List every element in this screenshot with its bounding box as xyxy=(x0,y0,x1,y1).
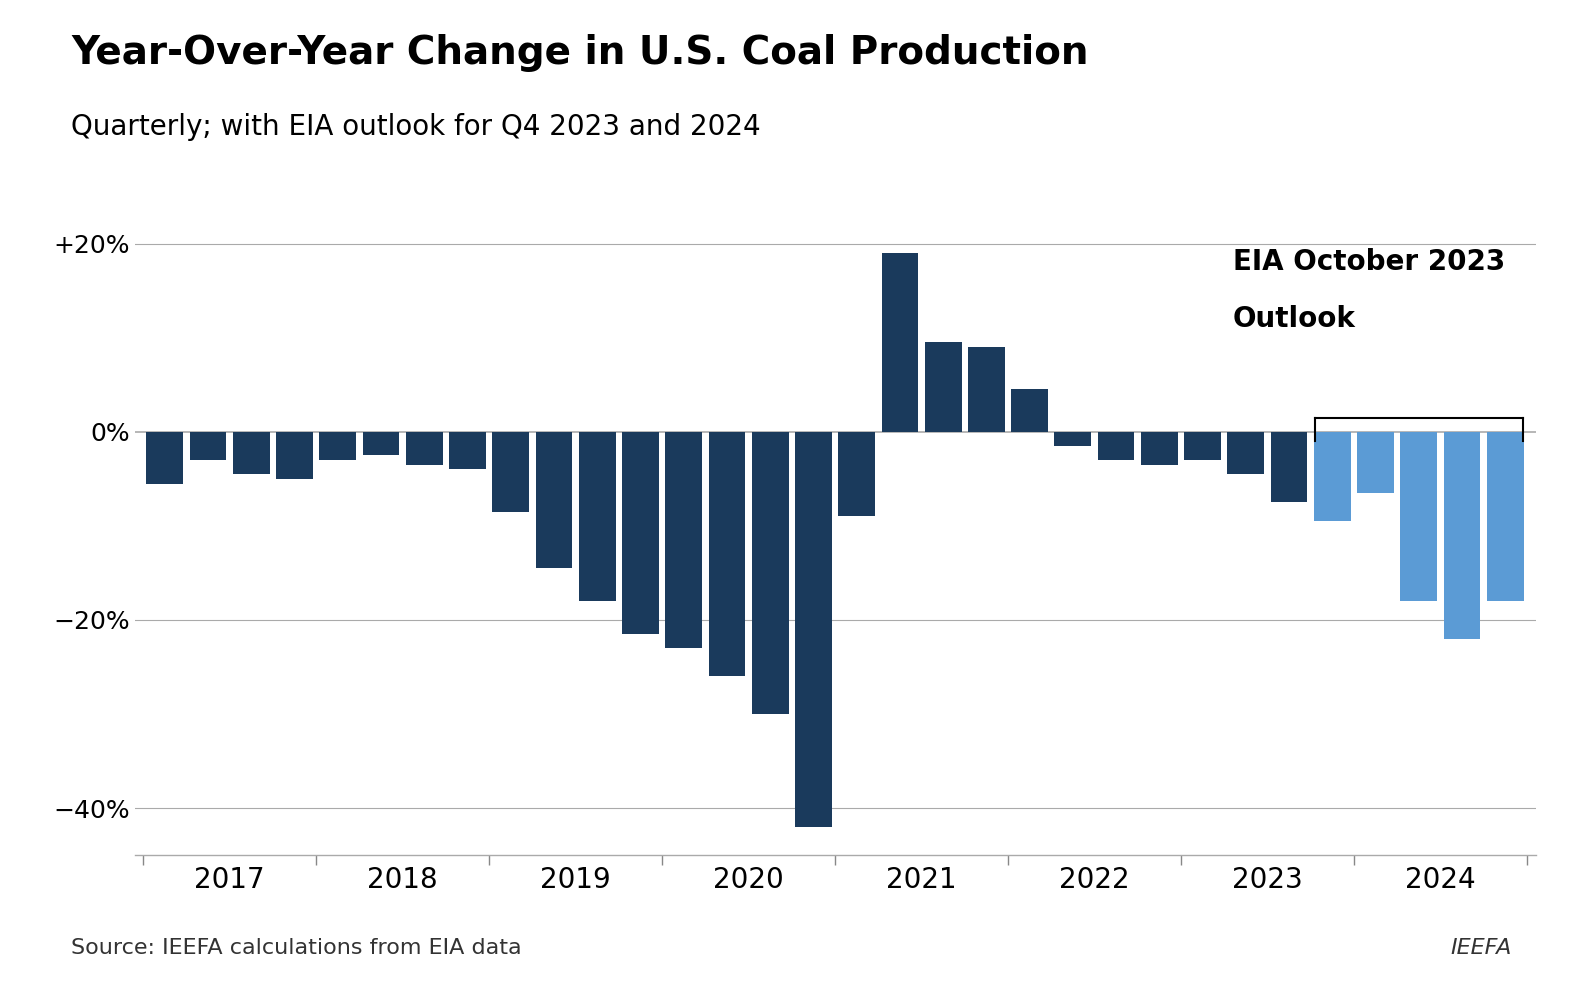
Bar xyxy=(233,432,269,474)
Bar xyxy=(579,432,616,602)
Bar xyxy=(1184,432,1220,460)
Text: Source: IEEFA calculations from EIA data: Source: IEEFA calculations from EIA data xyxy=(71,939,522,958)
Bar xyxy=(320,432,356,460)
Bar xyxy=(967,347,1005,432)
Bar xyxy=(1401,432,1437,602)
Bar xyxy=(450,432,486,470)
Bar xyxy=(1271,432,1308,502)
Text: Year-Over-Year Change in U.S. Coal Production: Year-Over-Year Change in U.S. Coal Produ… xyxy=(71,34,1089,73)
Bar xyxy=(363,432,399,455)
Bar xyxy=(1012,389,1048,432)
Bar xyxy=(709,432,746,676)
Bar xyxy=(1097,432,1135,460)
Bar xyxy=(1141,432,1178,465)
Bar xyxy=(1444,432,1480,639)
Bar xyxy=(795,432,831,827)
Bar xyxy=(1054,432,1091,446)
Bar xyxy=(1486,432,1523,602)
Text: EIA October 2023: EIA October 2023 xyxy=(1233,249,1505,276)
Bar xyxy=(1357,432,1395,492)
Bar xyxy=(535,432,573,568)
Bar xyxy=(1227,432,1265,474)
Text: Outlook: Outlook xyxy=(1233,305,1355,333)
Bar xyxy=(882,253,918,432)
Bar xyxy=(1314,432,1350,521)
Bar xyxy=(839,432,875,516)
Bar xyxy=(665,432,703,648)
Bar xyxy=(275,432,313,479)
Bar xyxy=(190,432,226,460)
Bar xyxy=(924,342,961,432)
Bar xyxy=(622,432,659,634)
Bar xyxy=(492,432,529,512)
Bar xyxy=(147,432,184,484)
Bar xyxy=(405,432,443,465)
Bar xyxy=(752,432,788,714)
Text: Quarterly; with EIA outlook for Q4 2023 and 2024: Quarterly; with EIA outlook for Q4 2023 … xyxy=(71,113,761,141)
Text: IEEFA: IEEFA xyxy=(1450,939,1512,958)
